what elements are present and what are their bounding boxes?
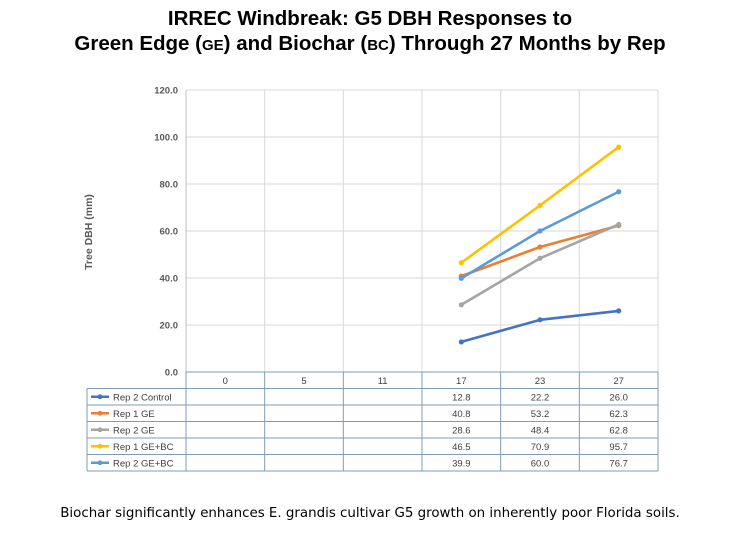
legend-key-marker xyxy=(97,427,103,433)
title-part-ge: GE xyxy=(201,37,224,54)
y-tick-label: 100.0 xyxy=(154,133,178,144)
data-label: 39.9 xyxy=(452,458,471,469)
data-label: 48.4 xyxy=(531,425,550,436)
title-part-c: ) and Biochar ( xyxy=(223,32,368,55)
data-point xyxy=(616,221,622,228)
legend-key-marker xyxy=(97,410,103,416)
title-line-1: IRREC Windbreak: G5 DBH Responses to xyxy=(167,7,573,30)
y-tick-label: 120.0 xyxy=(154,86,178,97)
legend-entry: Rep 2 Control xyxy=(113,392,172,403)
data-label: 95.7 xyxy=(609,442,628,453)
data-point xyxy=(537,255,543,261)
data-label: 12.8 xyxy=(452,392,471,403)
data-point xyxy=(458,302,464,308)
data-point xyxy=(616,144,622,150)
y-axis-label: Tree DBH (mm) xyxy=(83,194,95,270)
legend-entry: Rep 2 GE xyxy=(113,425,155,436)
y-axis: 0.0 20.0 40.0 60.0 80.0 100.0 120.0 xyxy=(154,86,178,379)
data-point xyxy=(616,189,622,195)
data-point xyxy=(458,260,464,266)
data-point xyxy=(616,308,622,314)
x-tick-label: 5 xyxy=(301,376,306,387)
data-point xyxy=(537,228,543,234)
chart-area: 0.0 20.0 40.0 60.0 80.0 100.0 120.0 Tree DBH (… xyxy=(83,86,659,472)
data-point xyxy=(458,275,464,281)
data-label: 28.6 xyxy=(452,425,471,436)
title-part-bc: BC xyxy=(367,37,389,54)
y-tick-label: 60.0 xyxy=(160,227,179,238)
data-point xyxy=(537,317,543,323)
data-label: 26.0 xyxy=(609,392,628,403)
data-label: 76.7 xyxy=(609,458,628,469)
gridlines xyxy=(185,89,659,373)
series-lines xyxy=(458,144,622,345)
data-label: 22.2 xyxy=(531,392,550,403)
data-point xyxy=(458,339,464,345)
data-label: 53.2 xyxy=(531,409,550,420)
y-tick-label: 80.0 xyxy=(160,180,179,191)
x-tick-label: 17 xyxy=(456,376,467,387)
chart-title: IRREC Windbreak: G5 DBH Responses to Gre… xyxy=(0,6,740,58)
x-tick-label: 11 xyxy=(378,376,388,387)
y-tick-label: 0.0 xyxy=(165,368,178,379)
legend-key-marker xyxy=(97,443,103,449)
data-point xyxy=(537,202,543,208)
data-table: 0 5 11 17 23 27 Rep 2 Control 12.8 22.2 26.0 Rep 1… xyxy=(86,371,659,472)
y-tick-label: 40.0 xyxy=(160,274,179,285)
x-tick-label: 23 xyxy=(535,376,546,387)
x-tick-label: 27 xyxy=(613,376,624,387)
legend-key-marker xyxy=(97,394,103,400)
data-label: 46.5 xyxy=(452,442,471,453)
data-label: 60.0 xyxy=(531,458,550,469)
x-tick-label: 0 xyxy=(223,376,228,387)
caption: Biochar significantly enhances E. grandi… xyxy=(60,506,680,521)
legend-entry: Rep 1 GE xyxy=(113,409,155,420)
title-part-a: Green Edge ( xyxy=(74,32,202,55)
series-line xyxy=(460,309,619,344)
data-label: 70.9 xyxy=(531,442,550,453)
title-part-e: ) Through 27 Months by Rep xyxy=(388,32,666,55)
title-line-2: Green Edge (GE) and Biochar (BC) Through… xyxy=(0,31,740,58)
legend-entry: Rep 1 GE+BC xyxy=(113,442,174,453)
data-label: 62.3 xyxy=(609,409,628,420)
legend-key-marker xyxy=(97,460,103,466)
data-label: 62.8 xyxy=(609,425,628,436)
legend-entry: Rep 2 GE+BC xyxy=(113,458,174,469)
y-tick-label: 20.0 xyxy=(160,321,179,332)
data-label: 40.8 xyxy=(452,409,471,420)
data-point xyxy=(537,244,543,250)
